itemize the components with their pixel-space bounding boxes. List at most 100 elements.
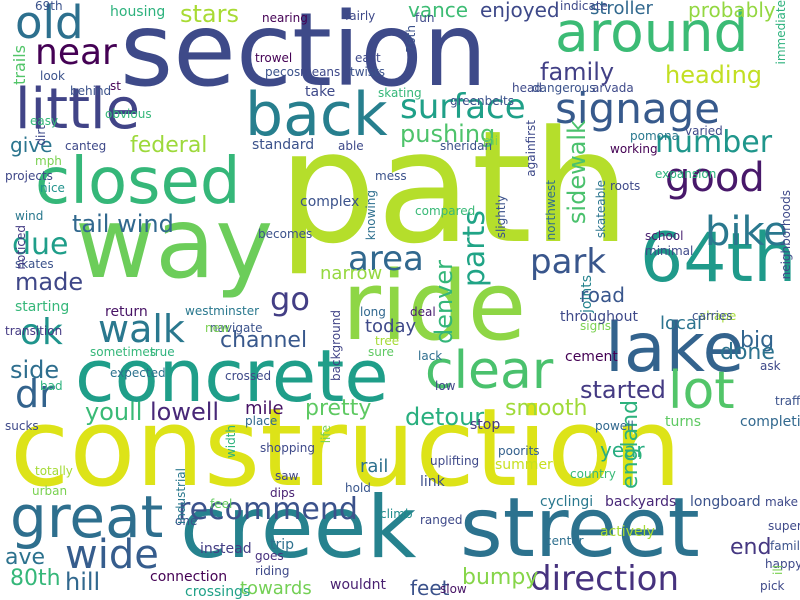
word-143: transition — [5, 324, 63, 338]
word-152: totally — [35, 464, 73, 478]
word-108: poorits — [498, 444, 540, 458]
word-85: wouldnt — [330, 577, 387, 593]
word-119: carries — [692, 309, 733, 323]
word-94: dips — [270, 486, 295, 500]
word-30: dr — [15, 372, 55, 416]
word-105: ranged — [420, 513, 463, 527]
word-102: actively — [600, 524, 655, 540]
word-107: summer — [495, 457, 553, 473]
word-167: twists — [350, 65, 386, 79]
word-56: give — [10, 133, 53, 157]
word-96: hold — [345, 481, 371, 495]
word-165: st — [110, 79, 121, 93]
word-41: lowell — [150, 398, 220, 426]
word-153: urban — [32, 484, 68, 498]
word-35: parts — [457, 210, 492, 288]
word-15: clear — [425, 341, 554, 401]
word-175: skating — [378, 86, 422, 100]
word-36: heading — [665, 61, 763, 89]
word-177: fun — [415, 11, 435, 25]
word-24: old — [15, 0, 84, 49]
word-164: behind — [70, 84, 112, 98]
word-169: pecos — [265, 65, 301, 79]
word-17: signage — [555, 84, 721, 133]
word-76: cement — [565, 349, 618, 365]
word-43: started — [580, 376, 666, 404]
word-171: trowel — [255, 51, 293, 65]
word-178: indicate — [560, 0, 608, 13]
word-139: tree — [375, 334, 400, 348]
word-55: bumpy — [462, 565, 539, 590]
word-162: dirt — [34, 125, 48, 146]
word-163: look — [40, 69, 65, 83]
word-14: great — [10, 483, 164, 551]
word-47: end — [730, 535, 772, 560]
word-97: climb — [380, 507, 413, 521]
word-173: fairly — [345, 9, 376, 23]
word-52: stars — [180, 0, 239, 28]
word-62: feet — [410, 576, 450, 600]
word-134: background — [329, 310, 343, 381]
word-13: lake — [605, 309, 745, 388]
word-80: projects — [5, 169, 53, 183]
word-157: standard — [252, 137, 315, 153]
word-193: super — [768, 519, 800, 533]
word-54: done — [720, 340, 775, 365]
word-114: completion — [740, 414, 800, 430]
word-0: path — [278, 97, 631, 278]
word-185: pomona — [630, 129, 679, 143]
word-79: skates — [15, 257, 54, 271]
word-137: new — [205, 321, 230, 335]
word-138: deal — [410, 305, 436, 319]
word-11: little — [15, 77, 141, 142]
word-59: denver — [430, 260, 458, 345]
word-144: expected — [110, 366, 166, 380]
word-92: one — [175, 514, 198, 528]
word-42: youll — [85, 398, 143, 426]
word-113: turns — [665, 414, 702, 430]
word-74: housing — [110, 4, 166, 20]
word-140: sure — [368, 345, 394, 359]
word-61: vance — [408, 0, 469, 22]
word-147: place — [245, 414, 278, 428]
word-50: made — [15, 268, 84, 296]
word-60: sidewalk — [563, 120, 591, 225]
word-168: means — [300, 65, 341, 79]
word-72: england — [618, 400, 643, 489]
word-23: bike — [705, 209, 788, 255]
word-112: stop — [470, 417, 501, 433]
word-181: dangerous — [532, 81, 596, 95]
word-49: federal — [130, 133, 208, 158]
word-77: return — [105, 304, 148, 320]
word-2: section — [120, 0, 488, 110]
word-1: construction — [10, 386, 682, 511]
word-172: nearing — [262, 11, 308, 25]
word-39: pretty — [305, 396, 372, 421]
word-84: noticed — [14, 225, 28, 270]
word-95: saw — [275, 469, 299, 483]
word-161: easy — [30, 114, 59, 128]
word-109: uplifting — [430, 454, 480, 468]
word-58: road — [580, 283, 625, 307]
word-149: shopping — [260, 441, 315, 455]
word-45: 80th — [10, 566, 61, 591]
word-9: 64th — [640, 219, 797, 298]
word-44: hill — [65, 568, 101, 596]
word-68: narrow — [320, 263, 383, 284]
word-188: immediate — [774, 0, 788, 65]
word-133: long — [360, 305, 386, 319]
word-160: obvious — [105, 107, 152, 121]
word-111: lack — [418, 349, 443, 363]
word-106: country — [570, 467, 616, 481]
word-135: navigate — [210, 321, 263, 335]
word-136: westminster — [185, 304, 260, 318]
word-46: ave — [5, 545, 46, 570]
word-89: trip — [270, 537, 295, 553]
word-151: industrial — [174, 468, 188, 525]
word-110: low — [435, 379, 456, 393]
word-183: againfirst — [524, 120, 538, 177]
word-93: feel — [210, 497, 233, 511]
word-25: near — [35, 32, 117, 73]
word-100: backyards — [605, 494, 677, 510]
word-91: riding — [255, 564, 290, 578]
